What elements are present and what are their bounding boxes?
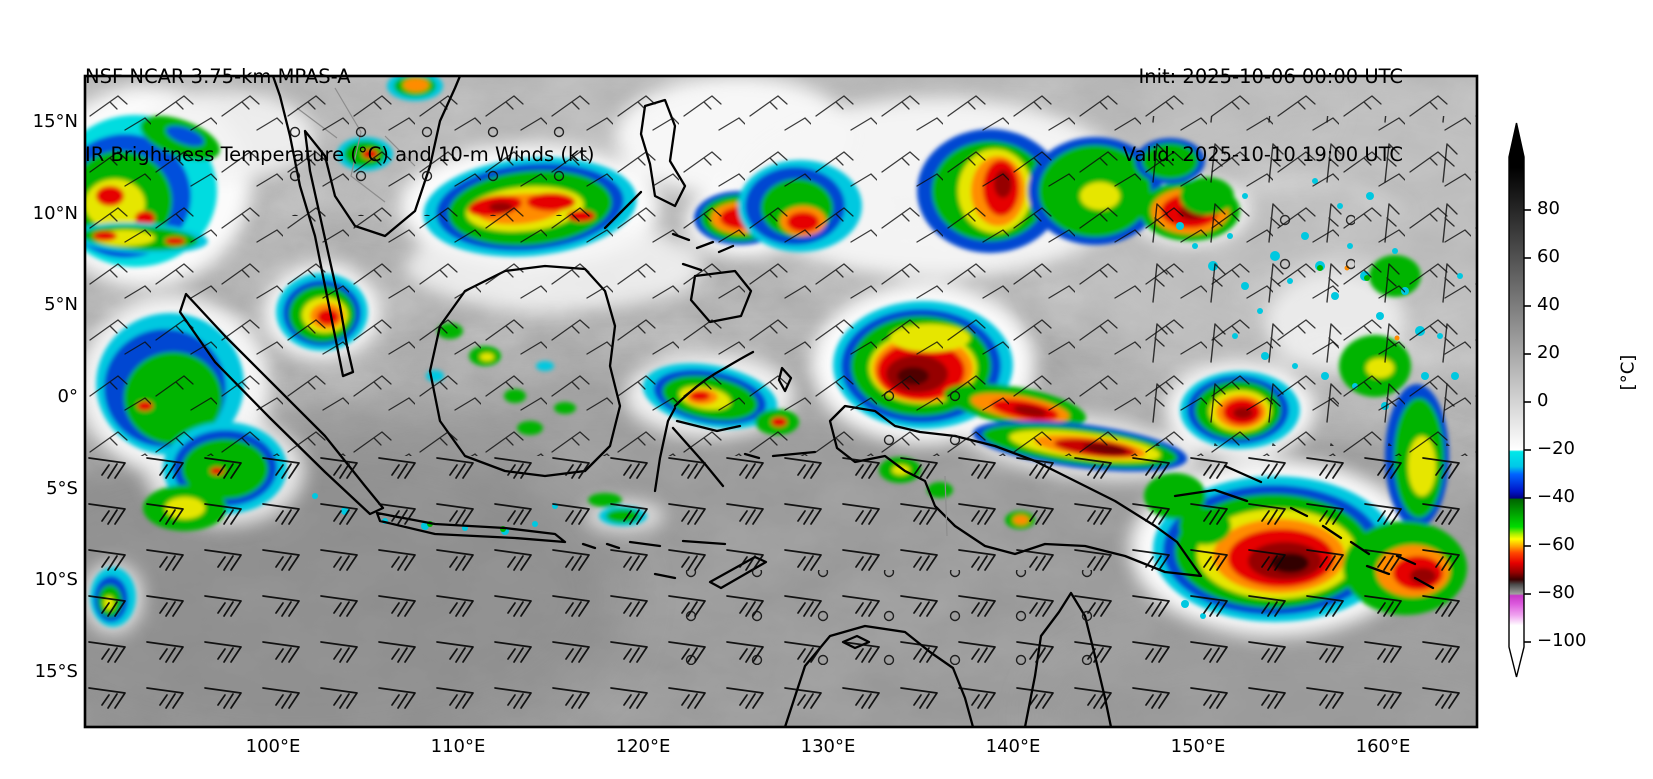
lat-tick-5s: 5°S bbox=[46, 478, 78, 499]
lon-tick-160e: 160°E bbox=[1355, 736, 1411, 757]
lon-tick-140e: 140°E bbox=[985, 736, 1041, 757]
cb-tick-m100: −100 bbox=[1537, 630, 1587, 651]
lat-tick-15s: 15°S bbox=[34, 661, 78, 682]
lon-tick-130e: 130°E bbox=[800, 736, 856, 757]
cb-tick-80: 80 bbox=[1537, 198, 1560, 219]
lon-tick-120e: 120°E bbox=[615, 736, 671, 757]
lon-tick-150e: 150°E bbox=[1170, 736, 1226, 757]
colorbar bbox=[1508, 122, 1531, 678]
time-block: Init: 2025-10-06 00:00 UTC Valid: 2025-1… bbox=[1123, 12, 1403, 220]
cb-tick-60: 60 bbox=[1537, 246, 1560, 267]
model-title: NSF NCAR 3.75-km MPAS-A bbox=[85, 65, 351, 88]
cb-tick-m40: −40 bbox=[1537, 486, 1575, 507]
cb-tick-40: 40 bbox=[1537, 294, 1560, 315]
lat-tick-15n: 15°N bbox=[32, 111, 78, 132]
product-title: IR Brightness Temperature (°C) and 10-m … bbox=[85, 143, 595, 166]
init-time: Init: 2025-10-06 00:00 UTC bbox=[1138, 65, 1403, 88]
map-frame bbox=[83, 74, 1479, 729]
lon-tick-100e: 100°E bbox=[245, 736, 301, 757]
cb-tick-20: 20 bbox=[1537, 342, 1560, 363]
map-area bbox=[85, 76, 1477, 727]
lat-tick-10n: 10°N bbox=[32, 203, 78, 224]
valid-time: Valid: 2025-10-10 19:00 UTC bbox=[1122, 143, 1403, 166]
cb-tick-m20: −20 bbox=[1537, 438, 1575, 459]
lat-tick-10s: 10°S bbox=[34, 569, 78, 590]
colorbar-tick-marks bbox=[1524, 209, 1531, 643]
calm-circle-layer bbox=[245, 94, 1355, 665]
title-block: NSF NCAR 3.75-km MPAS-A IR Brightness Te… bbox=[85, 12, 595, 220]
cb-tick-m60: −60 bbox=[1537, 534, 1575, 555]
lat-tick-0: 0° bbox=[57, 386, 78, 407]
lon-tick-110e: 110°E bbox=[430, 736, 486, 757]
colorbar-gradient bbox=[1508, 122, 1525, 678]
cb-tick-0: 0 bbox=[1537, 390, 1549, 411]
colorbar-unit-label: [°C] bbox=[1617, 354, 1639, 391]
cb-tick-m80: −80 bbox=[1537, 582, 1575, 603]
lat-tick-5n: 5°N bbox=[44, 294, 78, 315]
